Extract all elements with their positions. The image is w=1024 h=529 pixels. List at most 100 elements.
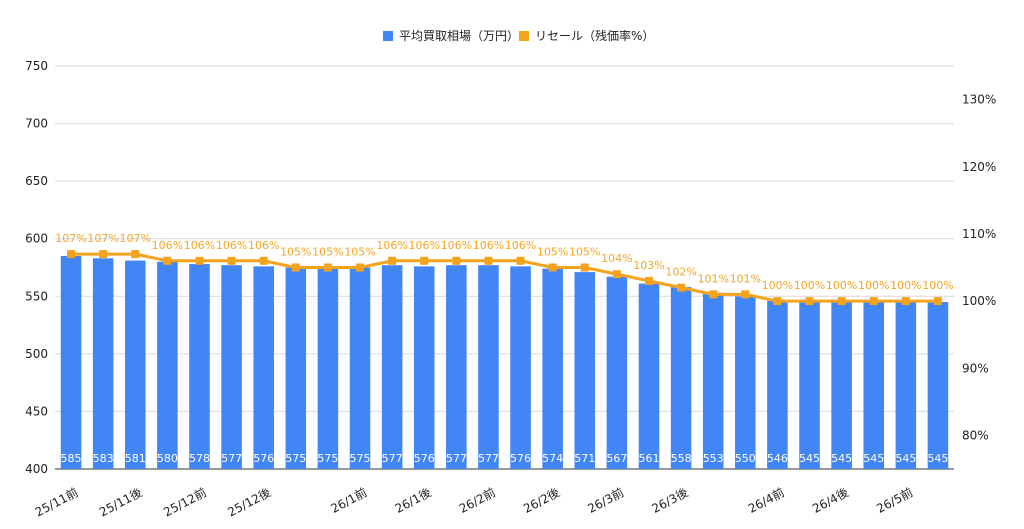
line-point	[420, 256, 429, 265]
bar-value-label: 585	[61, 452, 82, 465]
line-value-label: 107%	[87, 232, 118, 245]
right-axis-tick-label: 80%	[962, 428, 989, 442]
bar-value-label: 576	[253, 452, 274, 465]
bar-value-label: 545	[799, 452, 820, 465]
category-label: 26/4後	[810, 485, 851, 516]
line-series	[67, 250, 942, 306]
line-point	[548, 263, 557, 272]
bar	[799, 302, 820, 469]
line-value-label: 106%	[473, 239, 504, 252]
bar	[317, 267, 339, 469]
right-axis-tick-label: 90%	[962, 361, 989, 375]
line-point	[580, 263, 589, 272]
line-value-label: 105%	[344, 246, 375, 259]
line-point	[67, 250, 76, 259]
bar-value-label: 561	[638, 452, 659, 465]
category-label: 25/12前	[161, 484, 209, 519]
line-point	[709, 290, 718, 299]
bar-value-label: 553	[703, 452, 724, 465]
line-point	[612, 270, 621, 279]
bar-value-label: 575	[317, 452, 338, 465]
line-point	[773, 297, 782, 306]
left-axis-tick-label: 650	[25, 174, 48, 188]
right-axis-tick-label: 100%	[962, 294, 996, 308]
line-value-label: 106%	[216, 239, 247, 252]
bar	[446, 265, 467, 469]
line-value-label: 100%	[826, 279, 857, 292]
bar	[831, 302, 852, 469]
line-value-label: 106%	[376, 239, 407, 252]
bar	[381, 265, 403, 469]
data-labels: 585 583 581 580 578 577 576 575 575 575 577 576 577 5…	[55, 232, 953, 465]
category-label: 26/3後	[650, 485, 691, 516]
bar	[895, 302, 917, 469]
line-value-label: 105%	[537, 246, 568, 259]
category-label: 26/5前	[874, 484, 915, 516]
line-point	[741, 290, 750, 299]
bar	[638, 283, 660, 469]
bar	[927, 302, 949, 469]
bar-value-label: 545	[927, 452, 948, 465]
category-label: 25/12後	[225, 485, 273, 519]
bar	[60, 255, 82, 469]
line-value-label: 103%	[633, 259, 664, 272]
bar-value-label: 567	[606, 452, 627, 465]
legend: 平均買取相場（万円） リセール（残価率%）	[383, 28, 654, 43]
line-value-label: 100%	[922, 279, 953, 292]
bar-value-label: 550	[735, 452, 756, 465]
left-axis-tick-label: 750	[25, 59, 48, 73]
line-point	[131, 250, 140, 259]
line-value-label: 100%	[762, 279, 793, 292]
bar	[189, 264, 210, 469]
line-value-label: 101%	[697, 272, 728, 285]
line-point	[195, 256, 204, 265]
legend-label-bars: 平均買取相場（万円）	[399, 29, 519, 43]
bar-value-label: 571	[574, 452, 595, 465]
line-value-label: 102%	[665, 266, 696, 279]
legend-swatch-bars	[383, 31, 393, 41]
line-value-label: 105%	[280, 246, 311, 259]
category-label: 26/2前	[456, 484, 497, 516]
line-value-label: 104%	[601, 252, 632, 265]
right-axis-tick-label: 120%	[962, 160, 996, 174]
bar-value-label: 575	[285, 452, 306, 465]
legend-swatch-line	[519, 31, 529, 41]
bar-value-label: 577	[446, 452, 467, 465]
bar	[413, 266, 435, 469]
bar-value-label: 558	[671, 452, 692, 465]
left-axis-tick-label: 600	[25, 232, 48, 246]
category-label: 25/11後	[97, 485, 145, 519]
bar	[253, 266, 274, 469]
line-value-label: 105%	[569, 246, 600, 259]
right-axis-tick-label: 130%	[962, 93, 996, 107]
bar	[221, 265, 242, 469]
line-point	[356, 263, 365, 272]
legend-label-line: リセール（残価率%）	[535, 28, 654, 43]
bar	[478, 265, 499, 469]
bar	[510, 266, 531, 469]
line-point	[901, 297, 910, 306]
bar-value-label: 575	[350, 452, 371, 465]
line-value-label: 107%	[55, 232, 86, 245]
bar	[124, 260, 146, 469]
line-point	[837, 297, 846, 306]
line-point	[452, 256, 461, 265]
bar	[285, 267, 307, 469]
line-point	[484, 256, 493, 265]
category-label: 26/2後	[521, 485, 562, 516]
line-value-label: 100%	[794, 279, 825, 292]
category-label: 26/4前	[745, 484, 786, 516]
bar	[702, 292, 724, 469]
line-value-label: 101%	[730, 272, 761, 285]
line-point	[227, 256, 236, 265]
line-value-label: 106%	[409, 239, 440, 252]
right-axis-tick-label: 110%	[962, 227, 996, 241]
line-point	[644, 276, 653, 285]
left-axis-tick-label: 400	[25, 462, 48, 476]
line-point	[323, 263, 332, 272]
line-point	[805, 297, 814, 306]
bar-value-label: 578	[189, 452, 210, 465]
bar-series	[60, 255, 949, 469]
